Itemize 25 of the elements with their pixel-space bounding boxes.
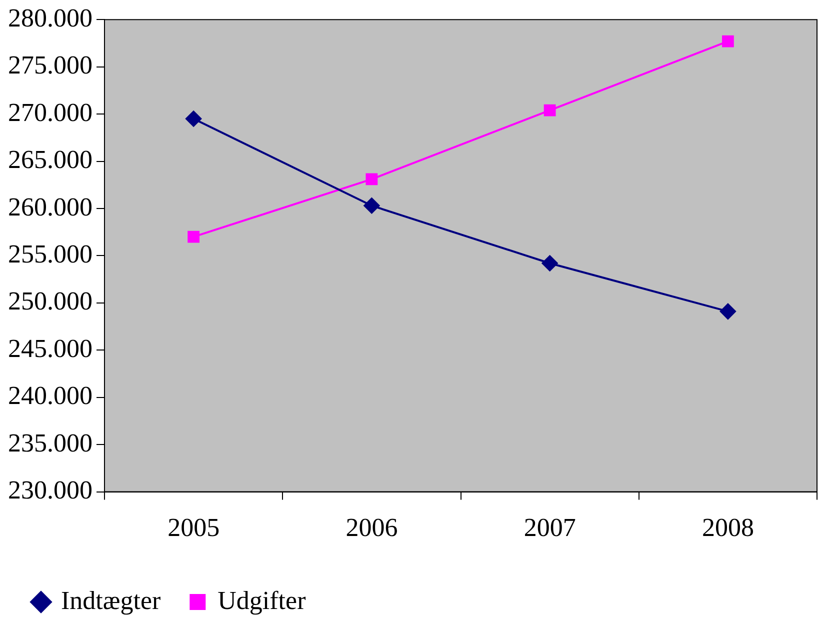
y-tick-label: 245.000 — [8, 334, 92, 363]
point — [366, 173, 378, 186]
x-tick-label: 2007 — [524, 513, 576, 542]
legend-label: Udgifter — [218, 586, 306, 615]
legend-label: Indtægter — [61, 586, 161, 615]
y-tick-label: 255.000 — [8, 240, 92, 269]
point — [720, 303, 736, 320]
y-tick-label: 235.000 — [8, 428, 92, 458]
y-tick-label: 240.000 — [8, 381, 92, 410]
point — [364, 198, 380, 214]
point — [722, 35, 734, 48]
x-tick-label: 2008 — [702, 513, 754, 542]
y-tick-label: 275.000 — [8, 50, 92, 80]
x-tick-label: 2005 — [168, 513, 220, 542]
y-tick-label: 260.000 — [8, 192, 92, 222]
point — [542, 255, 558, 272]
y-tick-label: 265.000 — [8, 145, 92, 174]
x-tick-label: 2006 — [346, 513, 398, 542]
y-tick-label: 230.000 — [8, 476, 92, 505]
y-tick-label: 250.000 — [8, 286, 92, 316]
point — [544, 104, 556, 116]
point — [186, 110, 202, 127]
point — [188, 230, 200, 243]
y-tick-label: 270.000 — [8, 98, 92, 127]
y-tick-label: 280.000 — [8, 3, 92, 32]
